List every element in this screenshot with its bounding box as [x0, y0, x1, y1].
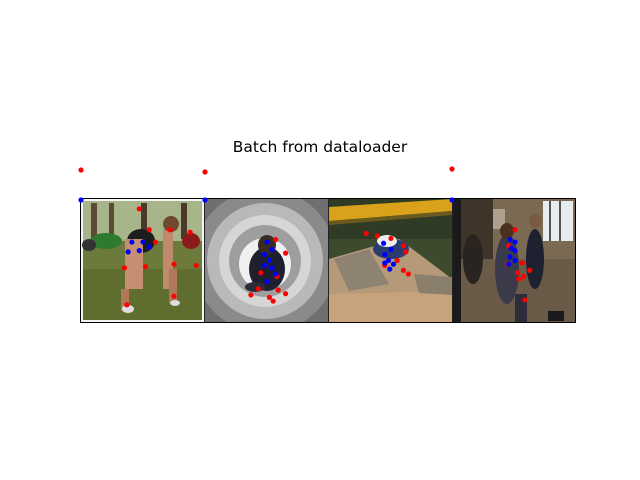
stray-keypoint-red	[78, 167, 84, 173]
photo-outdoor-pushup	[81, 199, 204, 322]
photo-gym-people	[453, 199, 575, 322]
image-grid	[80, 198, 576, 323]
stray-keypoint-red	[449, 166, 455, 172]
figure-title: Batch from dataloader	[232, 138, 408, 156]
photo-skate-jump	[329, 199, 452, 322]
photo-tunnel-slide	[205, 199, 328, 322]
image-tile-3	[329, 199, 452, 322]
stray-keypoint-red	[202, 169, 208, 175]
image-tile-4	[453, 199, 575, 322]
image-tile-2	[205, 199, 328, 322]
image-tile-1	[81, 199, 204, 322]
